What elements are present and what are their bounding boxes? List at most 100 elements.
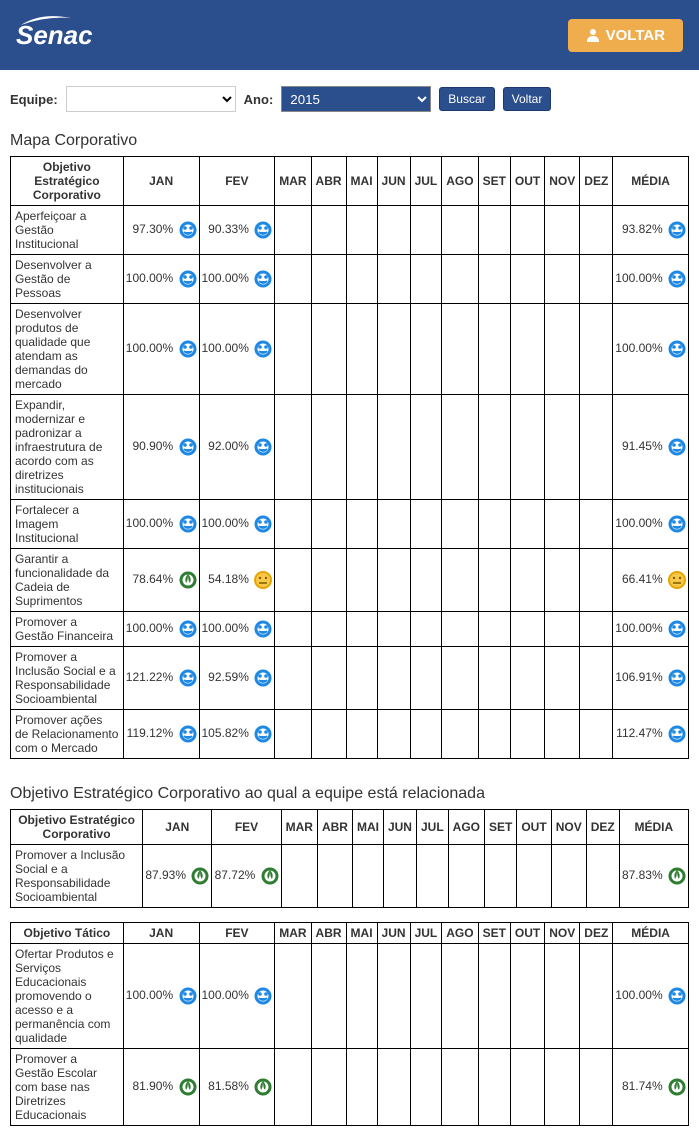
cell-empty <box>281 845 317 908</box>
cell-empty <box>311 612 346 647</box>
row-label: Promover ações de Relacionamento com o M… <box>11 710 124 759</box>
cell-empty <box>346 500 377 549</box>
cell-empty <box>377 395 410 500</box>
smile-blue-icon <box>668 669 686 687</box>
cell-media: 93.82% <box>613 206 689 255</box>
cell-empty <box>551 845 586 908</box>
cell-empty <box>580 206 613 255</box>
logo: Senac <box>16 20 93 51</box>
table-row: Expandir, modernizar e padronizar a infr… <box>11 395 689 500</box>
col-media: MÉDIA <box>613 923 689 944</box>
cell-empty <box>410 304 442 395</box>
cell-empty <box>410 395 442 500</box>
smile-blue-icon <box>668 725 686 743</box>
table-header-row: Objetivo Estratégico CorporativoJANFEVMA… <box>11 810 689 845</box>
col-jun: JUN <box>377 923 410 944</box>
cell-empty <box>275 710 311 759</box>
col-mai: MAI <box>346 923 377 944</box>
col-nov: NOV <box>545 157 580 206</box>
cell-empty <box>275 395 311 500</box>
cell-fev: 105.82% <box>199 710 275 759</box>
row-label: Promover a Gestão Escolar com base nas D… <box>11 1049 124 1126</box>
equipe-select[interactable] <box>66 86 236 112</box>
header: Senac VOLTAR <box>0 0 699 70</box>
leaf-green-icon <box>191 867 209 885</box>
cell-empty <box>377 500 410 549</box>
table-header-row: Objetivo TáticoJANFEVMARABRMAIJUNJULAGOS… <box>11 923 689 944</box>
table-mapa-corporativo: Objetivo Estratégico CorporativoJANFEVMA… <box>10 156 689 759</box>
col-ago: AGO <box>448 810 484 845</box>
cell-empty <box>275 1049 311 1126</box>
cell-empty <box>311 1049 346 1126</box>
cell-empty <box>545 304 580 395</box>
cell-jan: 100.00% <box>123 944 199 1049</box>
cell-empty <box>580 304 613 395</box>
table-objetivo-tatico: Objetivo TáticoJANFEVMARABRMAIJUNJULAGOS… <box>10 922 689 1126</box>
cell-jan: 100.00% <box>123 255 199 304</box>
table-row: Ofertar Produtos e Serviços Educacionais… <box>11 944 689 1049</box>
col-jul: JUL <box>410 923 442 944</box>
cell-media: 81.74% <box>613 1049 689 1126</box>
col-out: OUT <box>510 157 544 206</box>
cell-jan: 90.90% <box>123 395 199 500</box>
col-media: MÉDIA <box>613 157 689 206</box>
cell-empty <box>448 845 484 908</box>
cell-empty <box>510 395 544 500</box>
cell-empty <box>478 612 510 647</box>
cell-empty <box>442 395 478 500</box>
cell-empty <box>377 612 410 647</box>
cell-media: 100.00% <box>613 612 689 647</box>
cell-media: 100.00% <box>613 500 689 549</box>
voltar-button[interactable]: VOLTAR <box>568 19 683 52</box>
cell-empty <box>346 710 377 759</box>
cell-empty <box>478 500 510 549</box>
cell-media: 66.41% <box>613 549 689 612</box>
voltar-label: VOLTAR <box>606 27 665 44</box>
col-fev: FEV <box>199 923 275 944</box>
smile-blue-icon <box>254 987 272 1005</box>
cell-empty <box>410 206 442 255</box>
cell-empty <box>580 1049 613 1126</box>
cell-empty <box>311 944 346 1049</box>
cell-empty <box>352 845 383 908</box>
col-jan: JAN <box>143 810 212 845</box>
cell-empty <box>510 612 544 647</box>
buscar-button[interactable]: Buscar <box>439 87 494 111</box>
cell-fev: 92.00% <box>199 395 275 500</box>
cell-empty <box>478 1049 510 1126</box>
col-dez: DEZ <box>580 157 613 206</box>
cell-empty <box>317 845 352 908</box>
col-dez: DEZ <box>580 923 613 944</box>
table-row: Desenvolver a Gestão de Pessoas100.00% 1… <box>11 255 689 304</box>
cell-empty <box>510 549 544 612</box>
cell-empty <box>410 500 442 549</box>
cell-empty <box>311 255 346 304</box>
row-label: Aperfeiçoar a Gestão Institucional <box>11 206 124 255</box>
col-jun: JUN <box>383 810 416 845</box>
voltar-filter-button[interactable]: Voltar <box>503 87 552 111</box>
col-mar: MAR <box>275 157 311 206</box>
cell-jan: 100.00% <box>123 304 199 395</box>
cell-fev: 100.00% <box>199 304 275 395</box>
cell-empty <box>442 710 478 759</box>
cell-empty <box>346 647 377 710</box>
cell-empty <box>275 255 311 304</box>
cell-empty <box>346 206 377 255</box>
leaf-green-icon <box>179 1078 197 1096</box>
cell-empty <box>442 304 478 395</box>
smile-blue-icon <box>668 987 686 1005</box>
cell-empty <box>580 549 613 612</box>
cell-fev: 92.59% <box>199 647 275 710</box>
cell-empty <box>416 845 448 908</box>
col-abr: ABR <box>311 157 346 206</box>
section1-title: Mapa Corporativo <box>0 120 699 156</box>
ano-select[interactable]: 2015 <box>281 86 431 112</box>
cell-empty <box>410 647 442 710</box>
col-ago: AGO <box>442 157 478 206</box>
row-label: Garantir a funcionalidade da Cadeia de S… <box>11 549 124 612</box>
cell-empty <box>485 845 517 908</box>
cell-empty <box>586 845 619 908</box>
cell-empty <box>545 206 580 255</box>
col-fev: FEV <box>212 810 281 845</box>
cell-empty <box>377 647 410 710</box>
